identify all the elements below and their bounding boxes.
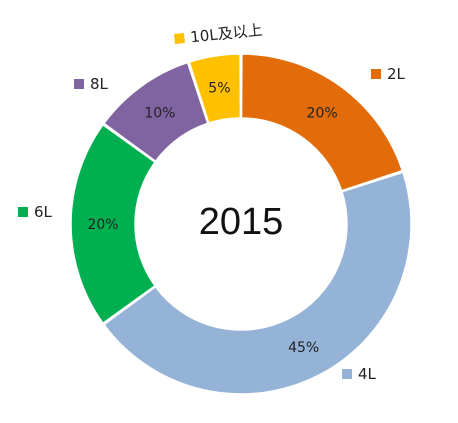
legend-swatch-5: [173, 33, 185, 44]
legend-label-4: 8L: [90, 75, 109, 93]
legend-swatch-2: [342, 369, 352, 379]
legend-item-1: 2L: [371, 65, 406, 83]
legend-item-3: 6L: [18, 203, 53, 221]
legend-label-2: 4L: [358, 365, 377, 383]
donut-slices: [70, 53, 412, 395]
slice-1-2l: [240, 53, 404, 192]
legend-swatch-1: [371, 69, 381, 79]
slice-4-8l: [102, 61, 209, 163]
legend-item-4: 8L: [74, 75, 109, 93]
slice-label-5: 5%: [208, 81, 230, 97]
slice-label-3: 20%: [87, 217, 118, 233]
legend-item-5: 10L及以上: [173, 21, 263, 46]
legend-label-5: 10L及以上: [189, 21, 263, 46]
legend-item-2: 4L: [342, 365, 377, 383]
center-year-label: 2015: [199, 201, 284, 243]
slice-2-4l: [102, 171, 412, 395]
legend-label-1: 2L: [387, 65, 406, 83]
legend-label-3: 6L: [34, 203, 53, 221]
slice-labels: 20% 45% 20% 10% 5%: [87, 81, 337, 356]
slice-label-1: 20%: [307, 105, 338, 121]
slice-label-2: 45%: [288, 340, 319, 356]
slice-3-6l: [70, 123, 156, 325]
slice-label-4: 10%: [144, 105, 175, 121]
legend-swatch-3: [18, 207, 28, 217]
slice-5-10l: [188, 53, 242, 124]
legend-swatch-4: [74, 79, 84, 89]
